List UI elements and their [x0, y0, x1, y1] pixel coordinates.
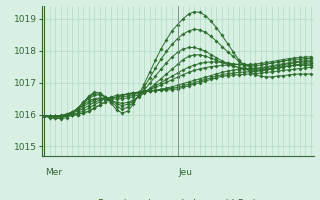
- Text: Mer: Mer: [45, 168, 63, 177]
- Text: Jeu: Jeu: [179, 168, 193, 177]
- Text: Pression niveau de la mer( hPa ): Pression niveau de la mer( hPa ): [99, 198, 257, 200]
